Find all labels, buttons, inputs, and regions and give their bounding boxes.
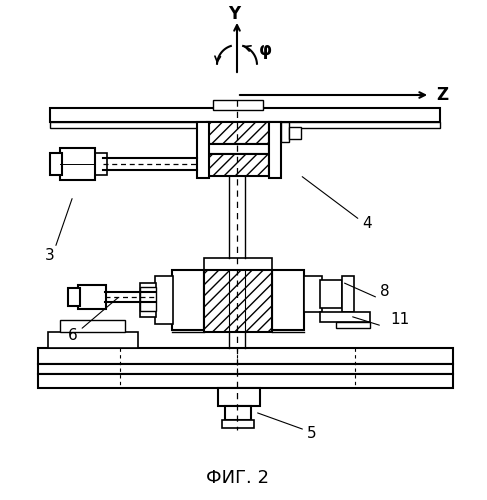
- Bar: [320, 280, 342, 308]
- Bar: [50, 108, 440, 122]
- Bar: [68, 288, 80, 306]
- Bar: [155, 276, 173, 324]
- Bar: [50, 122, 440, 128]
- Bar: [281, 122, 289, 142]
- Bar: [269, 122, 281, 178]
- Bar: [197, 122, 209, 178]
- Text: $\mathbf{\varphi}$: $\mathbf{\varphi}$: [258, 43, 272, 61]
- Bar: [320, 312, 370, 322]
- Bar: [213, 100, 263, 110]
- Bar: [272, 270, 304, 330]
- Bar: [207, 122, 269, 144]
- Bar: [93, 153, 107, 175]
- Bar: [225, 406, 251, 420]
- Text: 5: 5: [307, 426, 317, 442]
- Bar: [204, 270, 272, 332]
- Bar: [60, 320, 125, 332]
- Bar: [342, 276, 354, 312]
- Bar: [222, 420, 254, 428]
- Bar: [336, 322, 370, 328]
- Bar: [38, 348, 453, 364]
- Bar: [204, 258, 272, 272]
- Bar: [218, 388, 260, 406]
- Text: 4: 4: [362, 216, 372, 232]
- Text: 11: 11: [390, 312, 409, 328]
- Bar: [140, 283, 156, 317]
- Bar: [207, 144, 269, 154]
- Bar: [304, 276, 322, 312]
- Bar: [38, 374, 453, 388]
- Text: 6: 6: [68, 328, 78, 344]
- Bar: [38, 364, 453, 374]
- Text: 3: 3: [45, 248, 55, 262]
- Bar: [289, 127, 301, 139]
- Text: ФИГ. 2: ФИГ. 2: [206, 469, 268, 487]
- Bar: [140, 287, 156, 311]
- Bar: [48, 332, 138, 348]
- Bar: [50, 153, 62, 175]
- Bar: [60, 148, 95, 180]
- Bar: [172, 270, 204, 330]
- Bar: [207, 154, 269, 176]
- Text: Y: Y: [228, 5, 240, 23]
- Text: 8: 8: [380, 284, 390, 300]
- Bar: [78, 285, 106, 309]
- Text: Z: Z: [436, 86, 448, 104]
